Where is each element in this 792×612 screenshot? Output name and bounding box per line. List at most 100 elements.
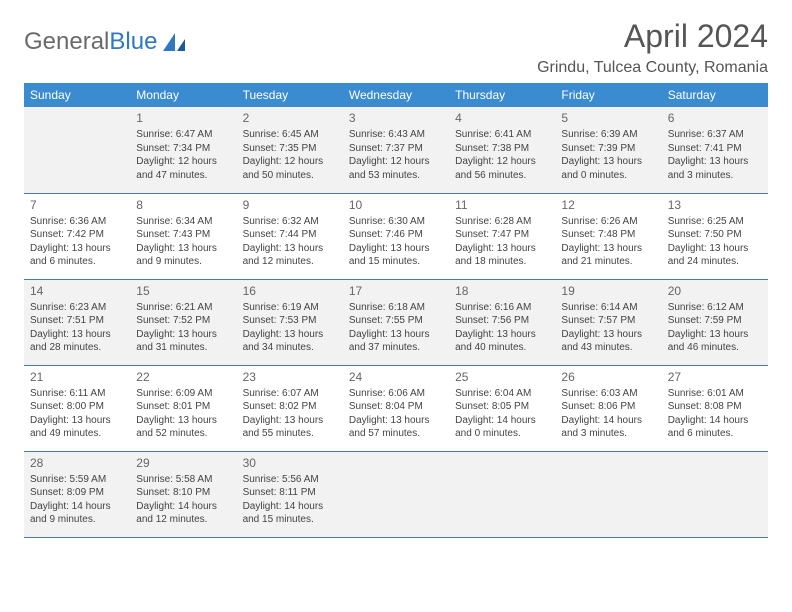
sunset-line: Sunset: 7:56 PM <box>455 314 549 328</box>
day-header: Friday <box>555 83 661 107</box>
calendar-cell <box>449 451 555 537</box>
calendar-cell: 30Sunrise: 5:56 AMSunset: 8:11 PMDayligh… <box>237 451 343 537</box>
sunrise-line: Sunrise: 6:01 AM <box>668 387 762 401</box>
day-number: 20 <box>668 283 762 299</box>
sunrise-line: Sunrise: 6:41 AM <box>455 128 549 142</box>
sunrise-line: Sunrise: 5:58 AM <box>136 473 230 487</box>
daylight-line: Daylight: 14 hours and 0 minutes. <box>455 414 549 441</box>
calendar-cell: 19Sunrise: 6:14 AMSunset: 7:57 PMDayligh… <box>555 279 661 365</box>
daylight-line: Daylight: 13 hours and 0 minutes. <box>561 155 655 182</box>
day-number: 9 <box>243 197 337 213</box>
day-header: Sunday <box>24 83 130 107</box>
day-number: 25 <box>455 369 549 385</box>
daylight-line: Daylight: 12 hours and 56 minutes. <box>455 155 549 182</box>
sunrise-line: Sunrise: 6:11 AM <box>30 387 124 401</box>
calendar-row: 28Sunrise: 5:59 AMSunset: 8:09 PMDayligh… <box>24 451 768 537</box>
daylight-line: Daylight: 13 hours and 43 minutes. <box>561 328 655 355</box>
day-header: Tuesday <box>237 83 343 107</box>
sunset-line: Sunset: 7:55 PM <box>349 314 443 328</box>
sunset-line: Sunset: 8:04 PM <box>349 400 443 414</box>
sunset-line: Sunset: 7:38 PM <box>455 142 549 156</box>
daylight-line: Daylight: 14 hours and 3 minutes. <box>561 414 655 441</box>
sunrise-line: Sunrise: 6:12 AM <box>668 301 762 315</box>
sunset-line: Sunset: 7:43 PM <box>136 228 230 242</box>
calendar-cell: 29Sunrise: 5:58 AMSunset: 8:10 PMDayligh… <box>130 451 236 537</box>
daylight-line: Daylight: 13 hours and 9 minutes. <box>136 242 230 269</box>
calendar-cell: 24 Sunrise: 6:06 AMSunset: 8:04 PMDayligh… <box>343 365 449 451</box>
day-number: 11 <box>455 197 549 213</box>
calendar-cell <box>662 451 768 537</box>
daylight-line: Daylight: 13 hours and 37 minutes. <box>349 328 443 355</box>
sunset-line: Sunset: 8:00 PM <box>30 400 124 414</box>
calendar-cell: 21Sunrise: 6:11 AMSunset: 8:00 PMDayligh… <box>24 365 130 451</box>
daylight-line: Daylight: 12 hours and 47 minutes. <box>136 155 230 182</box>
daylight-line: Daylight: 13 hours and 57 minutes. <box>349 414 443 441</box>
sunrise-line: Sunrise: 6:39 AM <box>561 128 655 142</box>
sunrise-line: Sunrise: 6:43 AM <box>349 128 443 142</box>
location: Grindu, Tulcea County, Romania <box>537 59 768 77</box>
sunset-line: Sunset: 7:48 PM <box>561 228 655 242</box>
sunrise-line: Sunrise: 6:03 AM <box>561 387 655 401</box>
day-number: 15 <box>136 283 230 299</box>
calendar-cell <box>24 107 130 193</box>
calendar-cell: 3 Sunrise: 6:43 AMSunset: 7:37 PMDaylight… <box>343 107 449 193</box>
daylight-line: Daylight: 13 hours and 52 minutes. <box>136 414 230 441</box>
day-number: 1 <box>136 110 230 126</box>
sunset-line: Sunset: 7:42 PM <box>30 228 124 242</box>
sunset-line: Sunset: 7:50 PM <box>668 228 762 242</box>
daylight-line: Daylight: 14 hours and 6 minutes. <box>668 414 762 441</box>
calendar-cell: 27Sunrise: 6:01 AMSunset: 8:08 PMDayligh… <box>662 365 768 451</box>
sunset-line: Sunset: 8:01 PM <box>136 400 230 414</box>
sunset-line: Sunset: 7:53 PM <box>243 314 337 328</box>
day-number: 10 <box>349 197 443 213</box>
sunrise-line: Sunrise: 6:06 AM <box>349 387 443 401</box>
brand-part2: Blue <box>109 28 157 56</box>
sunrise-line: Sunrise: 6:07 AM <box>243 387 337 401</box>
calendar-cell: 20Sunrise: 6:12 AMSunset: 7:59 PMDayligh… <box>662 279 768 365</box>
day-header: Monday <box>130 83 236 107</box>
day-number: 3 <box>349 110 443 126</box>
calendar-cell: 6Sunrise: 6:37 AMSunset: 7:41 PMDaylight… <box>662 107 768 193</box>
sunrise-line: Sunrise: 6:16 AM <box>455 301 549 315</box>
daylight-line: Daylight: 14 hours and 9 minutes. <box>30 500 124 527</box>
day-number: 4 <box>455 110 549 126</box>
day-number: 30 <box>243 455 337 471</box>
daylight-line: Daylight: 13 hours and 6 minutes. <box>30 242 124 269</box>
calendar-cell: 14Sunrise: 6:23 AMSunset: 7:51 PMDayligh… <box>24 279 130 365</box>
calendar-cell: 11Sunrise: 6:28 AMSunset: 7:47 PMDayligh… <box>449 193 555 279</box>
calendar-cell: 23Sunrise: 6:07 AMSunset: 8:02 PMDayligh… <box>237 365 343 451</box>
daylight-line: Daylight: 12 hours and 53 minutes. <box>349 155 443 182</box>
daylight-line: Daylight: 13 hours and 15 minutes. <box>349 242 443 269</box>
day-number: 24 <box>349 369 443 385</box>
sunset-line: Sunset: 7:46 PM <box>349 228 443 242</box>
calendar-cell: 8Sunrise: 6:34 AMSunset: 7:43 PMDaylight… <box>130 193 236 279</box>
sunset-line: Sunset: 8:11 PM <box>243 486 337 500</box>
sunrise-line: Sunrise: 6:21 AM <box>136 301 230 315</box>
calendar-cell: 16Sunrise: 6:19 AMSunset: 7:53 PMDayligh… <box>237 279 343 365</box>
day-header-row: Sunday Monday Tuesday Wednesday Thursday… <box>24 83 768 107</box>
calendar-cell: 7Sunrise: 6:36 AMSunset: 7:42 PMDaylight… <box>24 193 130 279</box>
calendar-cell: 17Sunrise: 6:18 AMSunset: 7:55 PMDayligh… <box>343 279 449 365</box>
sunset-line: Sunset: 8:09 PM <box>30 486 124 500</box>
calendar-row: 21Sunrise: 6:11 AMSunset: 8:00 PMDayligh… <box>24 365 768 451</box>
sunset-line: Sunset: 7:51 PM <box>30 314 124 328</box>
sunset-line: Sunset: 7:41 PM <box>668 142 762 156</box>
sunrise-line: Sunrise: 6:26 AM <box>561 215 655 229</box>
day-number: 6 <box>668 110 762 126</box>
sunrise-line: Sunrise: 6:04 AM <box>455 387 549 401</box>
sunrise-line: Sunrise: 6:47 AM <box>136 128 230 142</box>
sunset-line: Sunset: 7:37 PM <box>349 142 443 156</box>
daylight-line: Daylight: 13 hours and 18 minutes. <box>455 242 549 269</box>
calendar-cell: 26Sunrise: 6:03 AMSunset: 8:06 PMDayligh… <box>555 365 661 451</box>
sunset-line: Sunset: 7:34 PM <box>136 142 230 156</box>
calendar-row: 1Sunrise: 6:47 AMSunset: 7:34 PMDaylight… <box>24 107 768 193</box>
sunset-line: Sunset: 8:05 PM <box>455 400 549 414</box>
daylight-line: Daylight: 13 hours and 24 minutes. <box>668 242 762 269</box>
calendar-cell: 15Sunrise: 6:21 AMSunset: 7:52 PMDayligh… <box>130 279 236 365</box>
sunset-line: Sunset: 7:44 PM <box>243 228 337 242</box>
day-number: 7 <box>30 197 124 213</box>
sunset-line: Sunset: 7:35 PM <box>243 142 337 156</box>
day-number: 19 <box>561 283 655 299</box>
sunrise-line: Sunrise: 6:09 AM <box>136 387 230 401</box>
calendar-cell: 1 Sunrise: 6:47 AMSunset: 7:34 PMDaylight… <box>130 107 236 193</box>
